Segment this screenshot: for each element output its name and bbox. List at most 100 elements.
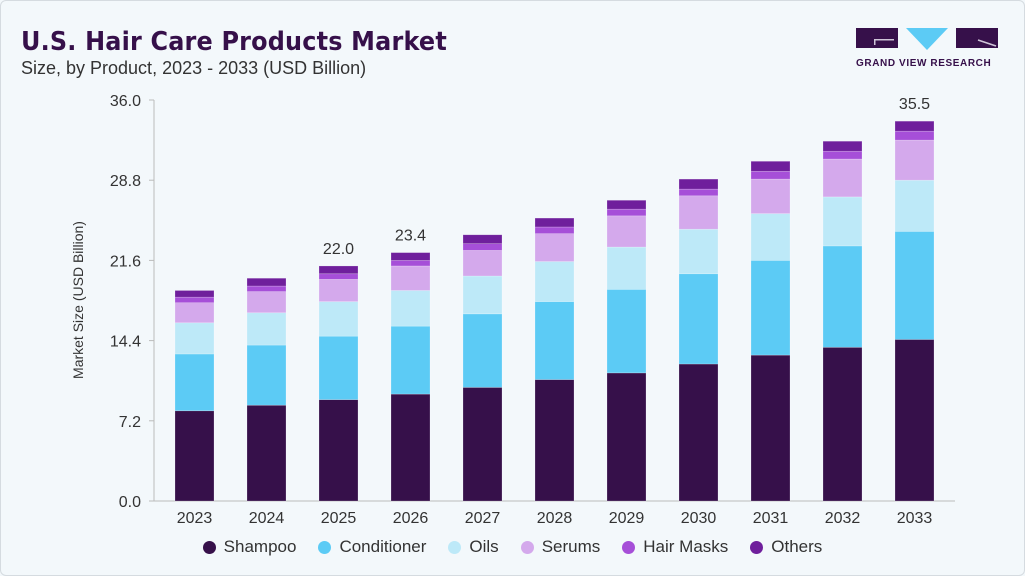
bar-segment-shampoo-2033 (894, 339, 935, 502)
legend-swatch-icon (750, 540, 764, 554)
bar-segment-serums-2033 (894, 139, 935, 181)
legend-label: Hair Masks (643, 537, 729, 556)
bar-segment-conditioner-2032 (822, 245, 863, 348)
bar-segment-shampoo-2031 (750, 354, 791, 502)
bar-segment-oils-2025 (318, 301, 359, 337)
x-tick-label: 2028 (537, 510, 573, 527)
bar-segment-hair-masks-2025 (318, 273, 359, 280)
bar-segment-serums-2031 (750, 178, 791, 214)
bar-segment-hair-masks-2033 (894, 130, 935, 141)
bar-segment-serums-2029 (606, 215, 647, 248)
legend-item-shampoo: Shampoo (202, 537, 297, 557)
bar-segment-oils-2030 (678, 228, 719, 275)
bar-segment-oils-2024 (246, 312, 287, 346)
bar-segment-conditioner-2029 (606, 289, 647, 374)
bar-segment-conditioner-2033 (894, 231, 935, 340)
data-label-total: 23.4 (395, 228, 426, 245)
chart-subtitle: Size, by Product, 2023 - 2033 (USD Billi… (21, 58, 367, 78)
bar-segment-hair-masks-2024 (246, 285, 287, 292)
y-tick-label: 0.0 (119, 494, 141, 511)
bar-segment-shampoo-2028 (534, 379, 575, 502)
bar-segment-hair-masks-2026 (390, 260, 431, 267)
y-tick-label: 7.2 (119, 414, 141, 431)
bar-segment-oils-2026 (390, 290, 431, 327)
bar-segment-others-2029 (606, 199, 647, 210)
legend-item-others: Others (750, 537, 822, 557)
y-axis-label: Market Size (USD Billion) (70, 221, 86, 379)
bar-segment-serums-2026 (390, 265, 431, 291)
bar-segment-shampoo-2032 (822, 346, 863, 502)
x-tick-label: 2026 (393, 510, 429, 527)
y-tick-label: 36.0 (110, 93, 141, 110)
y-tick-label: 14.4 (110, 334, 141, 351)
bar-segment-serums-2032 (822, 158, 863, 198)
x-tick-label: 2033 (897, 510, 933, 527)
bar-segment-others-2028 (534, 217, 575, 228)
legend-item-hair-masks: Hair Masks (622, 537, 728, 557)
x-tick-label: 2030 (681, 510, 717, 527)
legend-swatch-icon (318, 540, 332, 554)
x-tick-label: 2024 (249, 510, 285, 527)
bar-segment-others-2030 (678, 178, 719, 190)
x-tick-label: 2027 (465, 510, 501, 527)
legend-label: Serums (541, 537, 601, 556)
bar-segment-others-2033 (894, 120, 935, 132)
legend-swatch-icon (520, 540, 534, 554)
x-tick-label: 2025 (321, 510, 357, 527)
x-tick-label: 2031 (753, 510, 789, 527)
legend-swatch-icon (202, 540, 216, 554)
bar-segment-shampoo-2027 (462, 387, 503, 502)
bar-segment-others-2023 (174, 290, 215, 298)
bar-segment-hair-masks-2031 (750, 170, 791, 180)
legend-swatch-icon (448, 540, 462, 554)
bar-segment-oils-2032 (822, 196, 863, 247)
bar-segment-oils-2028 (534, 261, 575, 302)
legend-label: Others (771, 537, 823, 556)
bar-segment-shampoo-2030 (678, 363, 719, 502)
bar-segment-conditioner-2030 (678, 273, 719, 365)
legend: Shampoo Conditioner Oils Serums Hair Masks Ot… (0, 537, 1025, 557)
bar-segment-conditioner-2031 (750, 260, 791, 356)
bar-segment-others-2031 (750, 160, 791, 172)
data-label-total: 22.0 (323, 241, 354, 258)
bar-segment-conditioner-2024 (246, 344, 287, 406)
bar-segment-conditioner-2023 (174, 353, 215, 412)
bar-segment-oils-2023 (174, 322, 215, 355)
x-tick-label: 2032 (825, 510, 861, 527)
bar-segment-shampoo-2026 (390, 393, 431, 502)
bar-segment-serums-2025 (318, 279, 359, 302)
y-tick-label: 21.6 (110, 253, 141, 270)
bar-segment-others-2032 (822, 140, 863, 152)
legend-item-serums: Serums (520, 537, 601, 557)
bar-segment-others-2025 (318, 265, 359, 275)
chart-title: U.S. Hair Care Products Market (21, 27, 447, 57)
bar-segment-oils-2033 (894, 179, 935, 232)
x-tick-label: 2029 (609, 510, 645, 527)
bar-segment-others-2026 (390, 252, 431, 261)
bar-segment-conditioner-2027 (462, 313, 503, 388)
bar-segment-shampoo-2023 (174, 410, 215, 502)
bar-segment-shampoo-2029 (606, 372, 647, 502)
bar-segment-serums-2023 (174, 302, 215, 324)
legend-item-conditioner: Conditioner (318, 537, 426, 557)
bar-segment-oils-2029 (606, 246, 647, 290)
bar-segment-serums-2024 (246, 291, 287, 314)
legend-swatch-icon (622, 540, 636, 554)
legend-label: Oils (469, 537, 499, 556)
logo-text: GRAND VIEW RESEARCH (856, 58, 992, 69)
y-tick-label: 28.8 (110, 173, 141, 190)
bar-segment-oils-2027 (462, 275, 503, 315)
bar-segment-serums-2028 (534, 233, 575, 262)
legend-label: Shampoo (223, 537, 297, 556)
bar-segment-hair-masks-2028 (534, 226, 575, 234)
bar-segment-others-2027 (462, 234, 503, 244)
bar-segment-hair-masks-2032 (822, 150, 863, 160)
bar-segment-serums-2030 (678, 195, 719, 230)
bar-segment-hair-masks-2030 (678, 188, 719, 197)
bar-segment-serums-2027 (462, 250, 503, 277)
bar-segment-conditioner-2026 (390, 325, 431, 395)
bar-segment-hair-masks-2023 (174, 296, 215, 304)
bar-segment-hair-masks-2027 (462, 243, 503, 251)
x-tick-label: 2023 (177, 510, 213, 527)
